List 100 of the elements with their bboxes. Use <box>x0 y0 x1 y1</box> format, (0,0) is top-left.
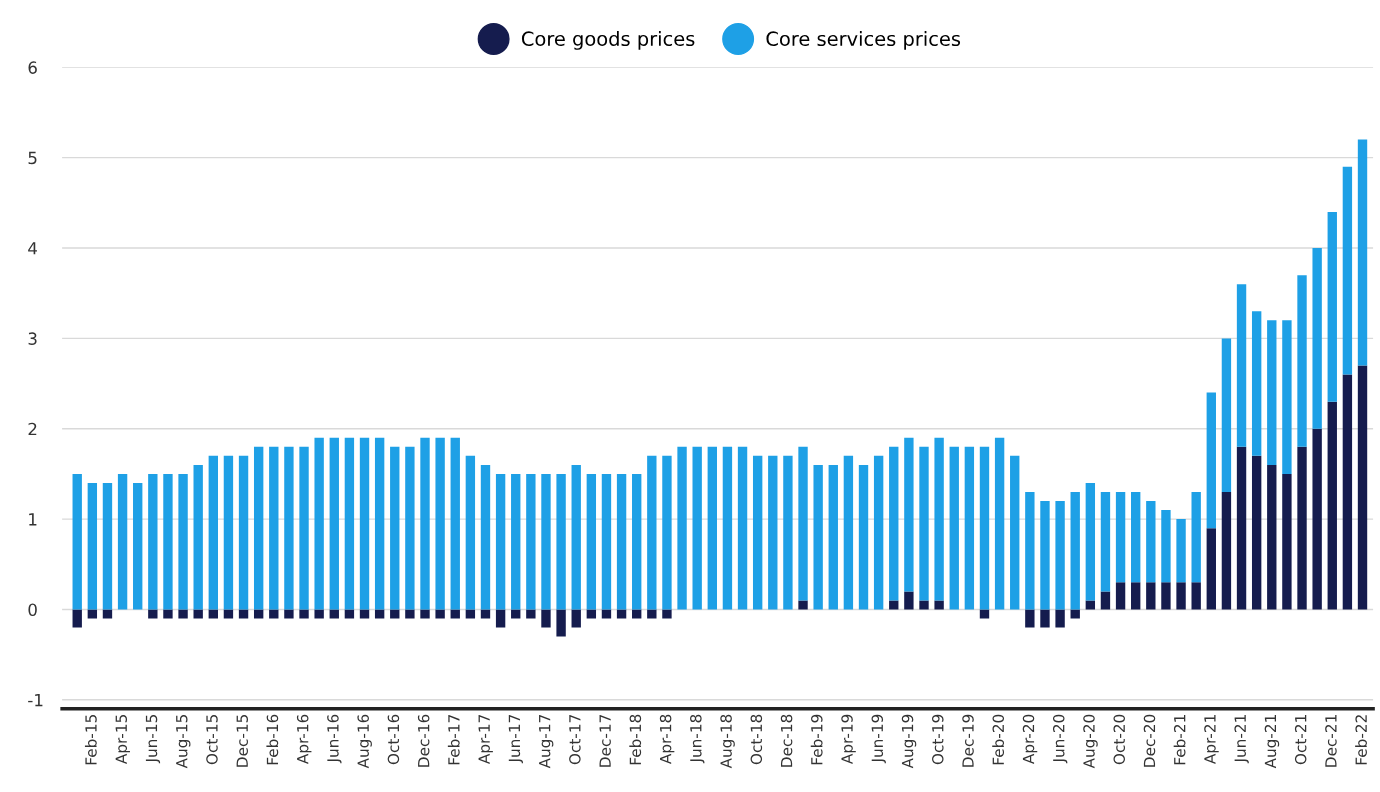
bar <box>616 609 627 619</box>
bar <box>1176 519 1186 583</box>
bar <box>1191 491 1201 583</box>
x-tick-label: Oct-17 <box>569 715 581 765</box>
bar <box>1342 166 1353 375</box>
x-tick-label: Oct-15 <box>206 715 218 765</box>
bar <box>1115 491 1126 583</box>
bar <box>269 609 279 619</box>
bar <box>374 437 385 610</box>
bar <box>359 437 370 610</box>
x-tick-label: Dec-19 <box>962 714 974 767</box>
bar <box>904 591 914 610</box>
bar <box>329 437 339 610</box>
bar <box>677 446 687 610</box>
bar <box>1191 582 1201 610</box>
bar <box>934 600 944 610</box>
x-tick-label: Dec-21 <box>1325 715 1337 767</box>
x-tick-label: Apr-15 <box>115 715 130 764</box>
y-tick-label: 0 <box>28 603 37 617</box>
bar <box>768 455 778 610</box>
bar <box>1070 609 1080 619</box>
bar <box>329 609 339 619</box>
x-tick-label: Feb-15 <box>84 715 97 765</box>
bar <box>284 446 294 610</box>
bar <box>1040 609 1050 628</box>
bar <box>102 482 113 610</box>
bar <box>647 455 657 610</box>
bar <box>117 473 128 610</box>
bar <box>632 473 642 610</box>
bar <box>858 464 869 610</box>
x-tick-label: Dec-18 <box>780 714 793 767</box>
bar <box>1297 446 1307 610</box>
y-tick-label: 5 <box>28 151 37 165</box>
bar <box>450 609 460 619</box>
bar <box>1131 491 1141 583</box>
bar <box>979 609 990 619</box>
bar <box>480 464 491 610</box>
bar <box>556 473 566 610</box>
bar <box>843 455 854 610</box>
bar <box>904 437 914 592</box>
x-tick-label: Feb-21 <box>1173 715 1186 765</box>
x-tick-label: Jun-15 <box>145 715 161 764</box>
bar <box>601 609 612 619</box>
bar <box>541 609 551 628</box>
bar <box>647 609 657 619</box>
x-tick-label: Jun-18 <box>690 714 705 764</box>
x-tick-label: Apr-16 <box>296 714 312 764</box>
x-tick-label: Feb-16 <box>266 714 279 765</box>
bar <box>783 455 793 610</box>
bar <box>1146 501 1156 583</box>
bar <box>420 609 430 619</box>
bar <box>1025 491 1035 610</box>
bar <box>934 437 944 601</box>
bar <box>1221 491 1232 610</box>
bar <box>1267 320 1277 465</box>
x-tick-label: Jun-19 <box>871 714 886 764</box>
bar <box>1115 582 1126 610</box>
bar <box>1131 582 1141 610</box>
bar <box>374 609 385 619</box>
x-tick-label: Dec-16 <box>417 714 430 767</box>
bar <box>405 609 415 619</box>
bar <box>1251 455 1262 610</box>
bar <box>178 473 188 610</box>
x-tick-label: Dec-20 <box>1143 714 1156 767</box>
bar <box>450 437 460 610</box>
x-tick-label: Apr-17 <box>478 715 493 764</box>
bar <box>193 464 203 610</box>
bar <box>964 446 975 610</box>
y-tick-label: 6 <box>28 61 37 74</box>
bar <box>1055 501 1065 610</box>
bar <box>253 446 264 610</box>
y-tick-label: 1 <box>29 513 37 526</box>
bar <box>390 609 400 619</box>
x-tick-label: Jun-20 <box>1052 714 1068 764</box>
bar <box>1312 428 1322 610</box>
x-tick-label: Feb-19 <box>810 714 823 765</box>
bar <box>87 482 98 610</box>
bar <box>1100 591 1111 610</box>
bar <box>1342 374 1353 610</box>
bar <box>511 473 521 610</box>
x-tick-label: Aug-20 <box>1083 714 1098 769</box>
x-tick-label: Apr-19 <box>841 714 856 764</box>
bar <box>1161 582 1171 610</box>
bar <box>465 455 476 610</box>
bar <box>919 600 929 610</box>
bar <box>102 609 113 619</box>
bar <box>284 609 294 619</box>
bar <box>238 455 249 610</box>
bar <box>359 609 370 619</box>
bar <box>314 437 324 610</box>
bar <box>465 609 476 619</box>
bar <box>919 446 929 601</box>
bar <box>1085 600 1096 610</box>
bar <box>1267 464 1277 610</box>
bar <box>1206 392 1216 529</box>
bar <box>1236 446 1247 610</box>
bar <box>178 609 188 619</box>
bar <box>1206 528 1216 610</box>
bar <box>344 609 355 619</box>
x-tick-label: Aug-19 <box>901 714 917 769</box>
